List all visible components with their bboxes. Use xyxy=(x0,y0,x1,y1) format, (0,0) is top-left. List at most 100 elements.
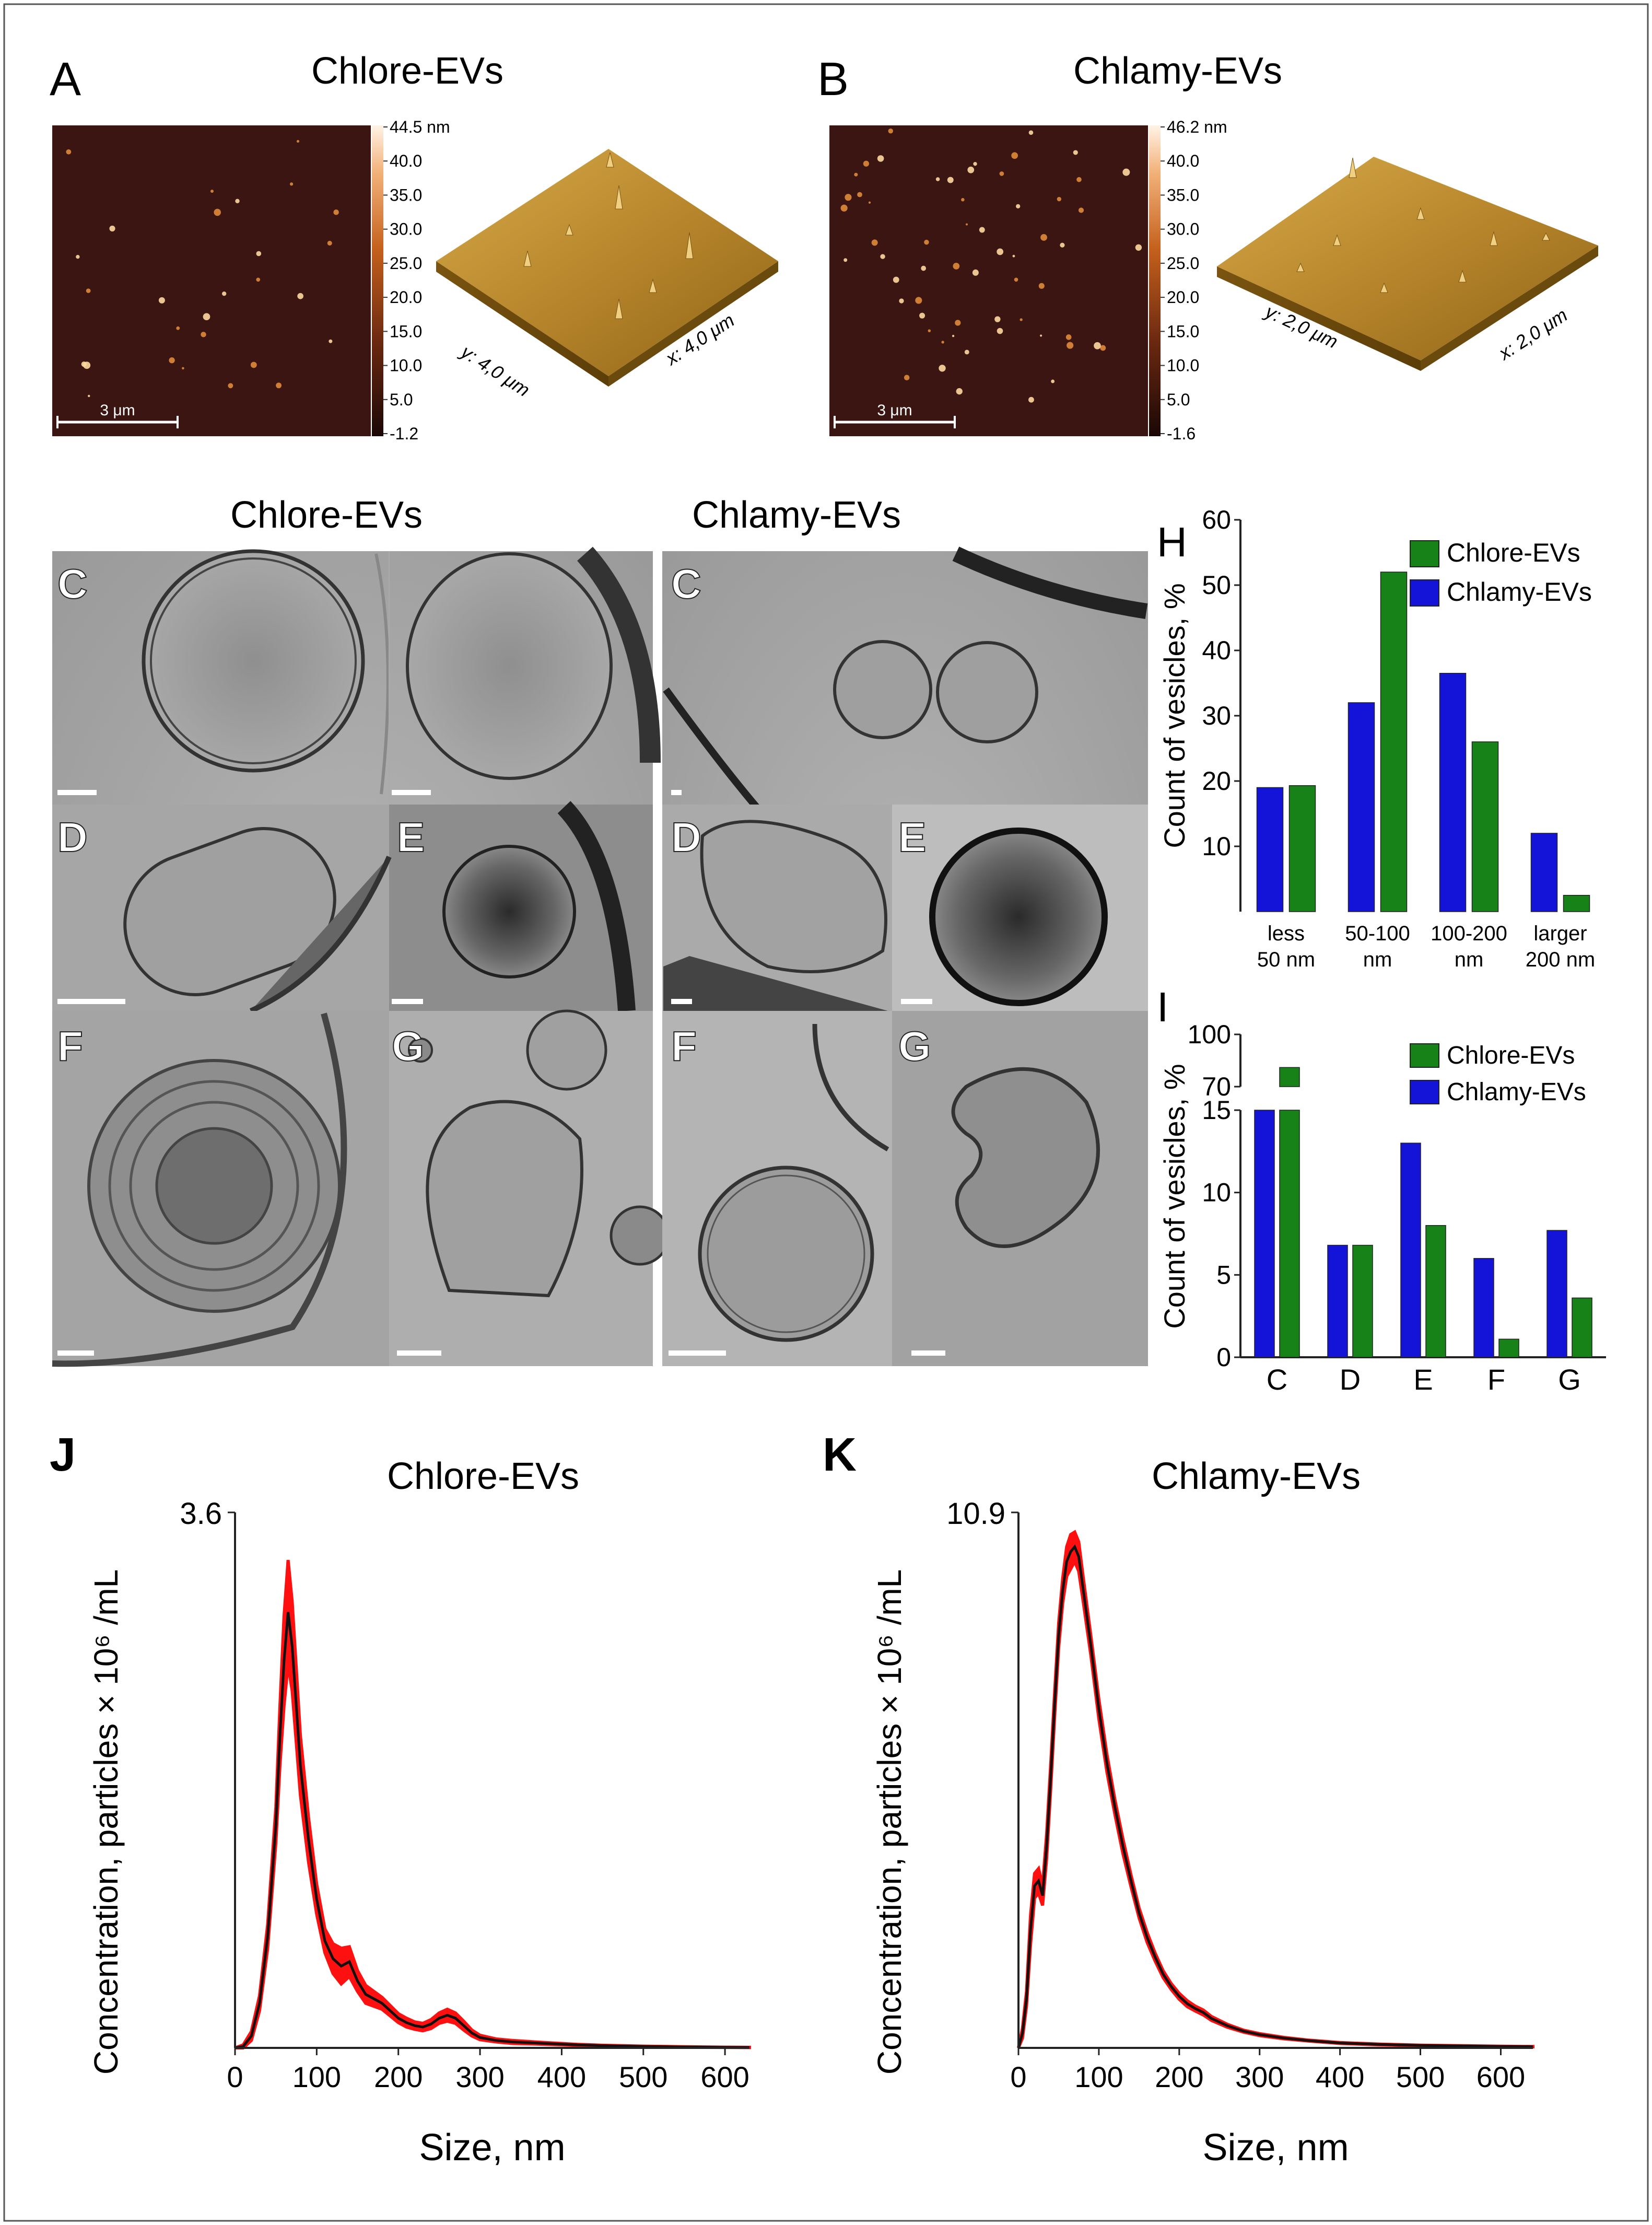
afm-particle xyxy=(169,357,175,364)
afm-particle xyxy=(76,254,80,259)
colorbar-tick-label: 15.0 xyxy=(1167,322,1199,341)
chart-k-error-band xyxy=(1017,1530,1534,2049)
afm-particle xyxy=(1065,334,1072,340)
carbon-edge-left-c xyxy=(577,546,661,763)
afm-particle xyxy=(863,160,869,167)
afm-3d-peaks-b xyxy=(1296,157,1550,293)
vesicle-left-d xyxy=(123,827,336,996)
chart-h-category-label: less xyxy=(1268,922,1305,945)
afm-particle xyxy=(904,375,910,380)
afm-particle xyxy=(1067,342,1074,349)
chart-i-bar-chlore-evs xyxy=(1425,1225,1446,1358)
chart-h-bar-chlamy-evs xyxy=(1348,702,1375,912)
afm-particle xyxy=(924,239,929,245)
afm-particle xyxy=(256,277,261,282)
cryo-label-right-d: D xyxy=(671,814,701,860)
afm-particle xyxy=(964,350,969,355)
chart-k-x-label: Size, nm xyxy=(1202,2127,1349,2169)
colorbar-tick-label: 35.0 xyxy=(390,185,422,204)
chart-h-category-label: 200 nm xyxy=(1526,948,1595,971)
chart-h-bar-chlamy-evs xyxy=(1530,833,1558,912)
chart-k-x-tick-label: 300 xyxy=(1235,2060,1284,2093)
afm-particle xyxy=(297,293,303,299)
afm-particle xyxy=(1060,242,1065,248)
afm-3d-peak xyxy=(1349,157,1357,178)
afm-particle xyxy=(86,288,91,293)
panel-b-title: Chlamy-EVs xyxy=(1073,50,1282,92)
chart-i-bar-chlamy-evs xyxy=(1546,1230,1567,1358)
colorbar-tick-label: 5.0 xyxy=(390,390,413,409)
chart-j-x-tick-label: 600 xyxy=(700,2060,749,2093)
afm-3d-edge-b xyxy=(1421,246,1598,371)
panel-k-letter: K xyxy=(823,1429,857,1481)
chart-h-category-label: nm xyxy=(1455,948,1484,971)
chart-i-bar-chlore-evs xyxy=(1498,1338,1519,1358)
afm-particle xyxy=(997,248,1004,255)
vesicle-right-g xyxy=(951,1067,1100,1249)
afm-3d-peak xyxy=(615,298,623,319)
afm-particle xyxy=(994,316,1001,322)
colorbar-tick-label: 35.0 xyxy=(1167,185,1199,204)
membrane-fragment-right-f xyxy=(812,1023,889,1151)
afm-particle xyxy=(961,197,965,202)
panel-j-title: Chlore-EVs xyxy=(387,1455,579,1497)
afm-3d-peak xyxy=(1333,234,1341,246)
chart-h-y-label: Count of vesicles, % xyxy=(1158,583,1191,848)
afm-particle xyxy=(997,328,1003,334)
panel-j-letter: J xyxy=(50,1429,76,1481)
afm-particle xyxy=(81,361,87,367)
afm-particle xyxy=(1020,318,1023,321)
cryo-scale-bar xyxy=(671,999,692,1004)
afm-3d-peak xyxy=(565,224,573,236)
afm-particle xyxy=(109,225,115,232)
chart-j-y-label: Concentration, particles × 10⁶ /mL xyxy=(87,1569,125,2075)
afm-particle xyxy=(228,383,233,389)
afm-particle xyxy=(327,240,332,246)
afm-particle xyxy=(221,291,227,296)
chart-j-x-tick-label: 100 xyxy=(292,2060,341,2093)
chart-h-legend-swatch xyxy=(1410,540,1439,567)
cryo-label-left-c: C xyxy=(57,561,88,607)
chart-i-bar-chlamy-evs xyxy=(1400,1143,1421,1358)
vesicle-right-e xyxy=(929,828,1108,1006)
colorbar-tick-label: -1.2 xyxy=(390,424,418,443)
afm-particle xyxy=(289,182,294,186)
chart-h-category-label: 50-100 xyxy=(1345,922,1410,945)
afm-particle xyxy=(857,192,862,197)
vesicle-left-c1-inner xyxy=(150,557,357,764)
chart-i-category-label: C xyxy=(1267,1363,1287,1396)
panel-a-letter: A xyxy=(50,53,81,106)
afm-particle xyxy=(854,172,858,177)
afm-particle xyxy=(893,276,899,283)
chart-j-mean-line xyxy=(235,1612,750,2049)
colorbar-a xyxy=(372,125,383,436)
chart-k: K Chlamy-EVs 10.9 0 100 200 300 400 500 600 Size… xyxy=(823,1429,1534,2169)
afm-particle xyxy=(919,312,925,319)
afm-particle xyxy=(158,297,165,304)
colorbar-tick-label: 20.0 xyxy=(390,288,422,307)
afm-particle xyxy=(956,388,963,395)
carbon-edge-right-c2 xyxy=(952,546,1148,619)
colorbar-b xyxy=(1149,125,1161,436)
cryo-label-left-e: E xyxy=(397,814,425,860)
vesicle-right-d xyxy=(700,820,887,973)
afm-particle xyxy=(941,341,944,344)
afm-particle xyxy=(952,334,955,337)
afm-particle xyxy=(899,298,904,304)
vesicle-left-c1 xyxy=(142,549,365,773)
cryo-label-right-g: G xyxy=(898,1023,931,1069)
afm-particle xyxy=(1100,345,1106,351)
afm-particle xyxy=(999,171,1004,176)
chart-i-category-label: F xyxy=(1487,1363,1505,1396)
afm-particle xyxy=(877,155,884,162)
chart-i-bar-chlore-evs xyxy=(1572,1297,1592,1358)
chart-i-bar-chlore-evs xyxy=(1352,1244,1373,1358)
tile-seam-left-c xyxy=(374,553,390,795)
afm-3d-peak xyxy=(1490,231,1498,246)
chart-j-x-tick-label: 200 xyxy=(374,2060,423,2093)
afm-3d-surface-b xyxy=(1217,157,1598,360)
chart-h-y-tick-label: 60 xyxy=(1202,505,1231,534)
chart-j-error-band xyxy=(234,1559,751,2049)
vesicle-left-g-edge xyxy=(610,1205,670,1266)
chart-j-x-tick-label: 500 xyxy=(619,2060,667,2093)
